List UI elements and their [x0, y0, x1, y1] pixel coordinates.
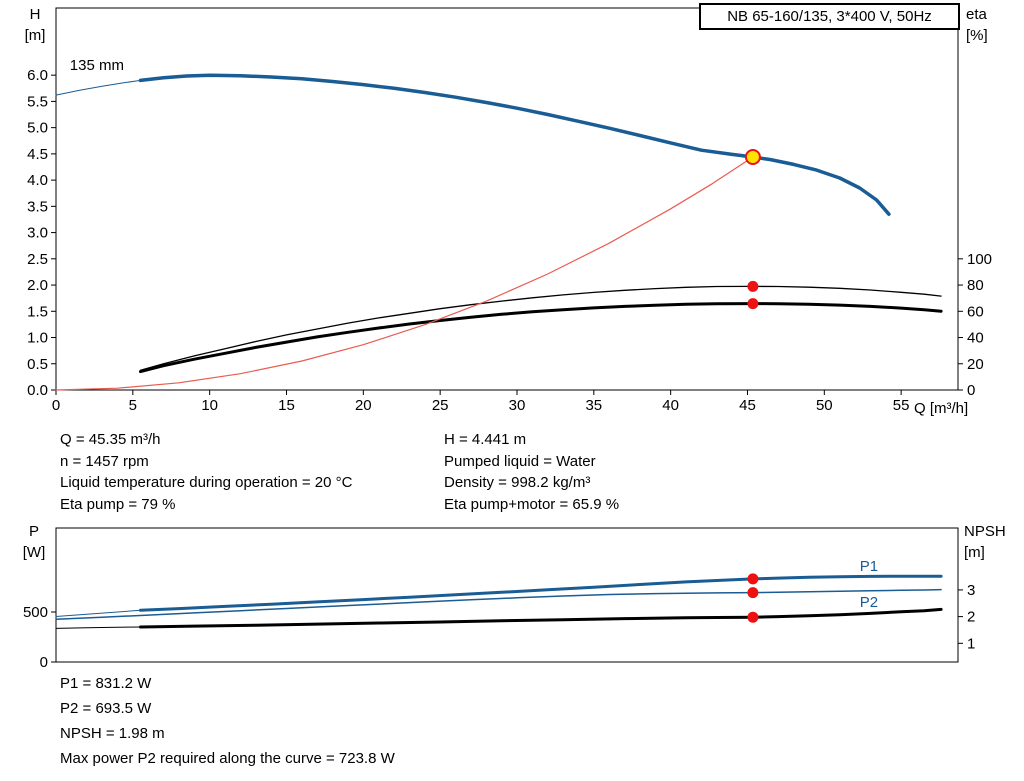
- y-left-tick-label: 0: [40, 654, 48, 671]
- operating-data-right: H = 4.441 m Pumped liquid = Water Densit…: [444, 429, 619, 515]
- info-p2: P2 = 693.5 W: [60, 700, 152, 717]
- info-flow: Q = 45.35 m³/h: [60, 431, 161, 448]
- series-p1-curve: [139, 574, 943, 612]
- series-p1-curve-trim: [55, 609, 141, 617]
- x-tick-label: 40: [662, 397, 679, 414]
- info-eta-total: Eta pump+motor = 65.9 %: [444, 495, 620, 513]
- y-left-tick-label: 3.5: [27, 198, 48, 215]
- y-right-tick-label: 2: [967, 609, 975, 626]
- eta-pump-point: [747, 280, 759, 292]
- plot-border: [55, 527, 959, 663]
- npsh-axis-symbol: NPSH: [964, 523, 1006, 540]
- y-right-tick-label: 100: [967, 251, 992, 268]
- chart-power: 0 500 1 2 3 P1 P2: [23, 527, 975, 671]
- p1-label: P1: [860, 558, 878, 575]
- pump-title-text: NB 65-160/135, 3*400 V, 50Hz: [727, 8, 932, 25]
- x-tick-label: 25: [432, 397, 449, 414]
- y-left-tick-label: 4.0: [27, 172, 48, 189]
- y-right-tick-label: 1: [967, 635, 975, 652]
- series-pump-curve-trim: [55, 79, 141, 96]
- y-left-tick-label: 4.5: [27, 146, 48, 163]
- x-tick-label: 50: [816, 397, 833, 414]
- npsh-axis-title: NPSH [m]: [964, 521, 1006, 563]
- chart-hq: 0 5 10 15 20 25 30 35 40 45 50 55 0.0 0.5 1.0 1.5 2.0 2.5…: [27, 7, 992, 414]
- eta-axis-unit: [%]: [966, 27, 988, 44]
- series-npsh-curve: [139, 607, 943, 629]
- info-liquid: Pumped liquid = Water: [444, 452, 596, 470]
- info-temperature: Liquid temperature during operation = 20…: [60, 474, 353, 491]
- series-pump-curve: [138, 73, 891, 216]
- plot-border: [55, 7, 959, 391]
- q-axis-title: Q [m³/h]: [914, 400, 969, 417]
- h-axis-unit: [m]: [24, 27, 46, 44]
- y-right-tick-label: 60: [967, 303, 984, 320]
- y-right-tick-label: 40: [967, 330, 984, 347]
- series-system-curve: [55, 156, 754, 391]
- p2-point: [747, 587, 759, 599]
- series-eta-pump: [139, 285, 942, 371]
- y-left-tick-label: 6.0: [27, 67, 48, 84]
- eta-axis-title: eta [%]: [966, 4, 988, 46]
- x-tick-label: 20: [355, 397, 372, 414]
- impeller-diameter-label: 135 mm: [70, 57, 124, 74]
- info-npsh: NPSH = 1.98 m: [60, 725, 165, 742]
- y-left-tick-label: 500: [23, 604, 48, 621]
- npsh-axis-unit: [m]: [964, 544, 985, 561]
- y-right-tick-label: 20: [967, 356, 984, 373]
- series-eta-pump-motor: [139, 302, 943, 374]
- y-left-tick-label: 2.0: [27, 277, 48, 294]
- power-data: P1 = 831.2 W P2 = 693.5 W NPSH = 1.98 m …: [60, 671, 395, 771]
- y-right-tick-label: 80: [967, 277, 984, 294]
- info-p2-max: Max power P2 required along the curve = …: [60, 750, 395, 767]
- p-axis-symbol: P: [28, 523, 39, 540]
- p-axis-unit: [W]: [22, 544, 46, 561]
- info-speed: n = 1457 rpm: [60, 452, 149, 470]
- x-tick-label: 10: [201, 397, 218, 414]
- series-npsh-curve-trim: [55, 626, 141, 629]
- h-axis-symbol: H: [29, 6, 41, 23]
- npsh-point: [747, 611, 759, 623]
- y-left-tick-label: 1.5: [27, 303, 48, 320]
- y-left-tick-label: 2.5: [27, 251, 48, 268]
- operating-data-left: Q = 45.35 m³/h n = 1457 rpm Liquid tempe…: [60, 429, 352, 515]
- y-left-tick-label: 5.5: [27, 93, 48, 110]
- y-left-tick-label: 1.0: [27, 330, 48, 347]
- y-right-tick-label: 3: [967, 582, 975, 599]
- x-tick-label: 30: [509, 397, 526, 414]
- eta-axis-symbol: eta: [966, 6, 987, 23]
- pump-title-box: NB 65-160/135, 3*400 V, 50Hz: [699, 3, 960, 30]
- info-eta-pump: Eta pump = 79 %: [60, 495, 176, 513]
- eta-pump-motor-point: [747, 298, 759, 310]
- p2-label: P2: [860, 594, 878, 611]
- x-tick-label: 5: [129, 397, 137, 414]
- p-axis-title: P [W]: [14, 521, 54, 563]
- y-left-tick-label: 0.0: [27, 382, 48, 399]
- y-left-tick-label: 5.0: [27, 120, 48, 137]
- info-density: Density = 998.2 kg/m³: [444, 474, 591, 491]
- info-head: H = 4.441 m: [444, 431, 527, 448]
- y-right-tick-label: 0: [967, 382, 975, 399]
- series-p2-curve: [55, 588, 942, 620]
- y-left-tick-label: 0.5: [27, 356, 48, 373]
- h-axis-title: H [m]: [16, 4, 54, 46]
- x-tick-label: 45: [739, 397, 756, 414]
- x-tick-label: 35: [585, 397, 602, 414]
- duty-point[interactable]: [744, 149, 761, 165]
- x-tick-label: 55: [893, 397, 910, 414]
- x-tick-label: 15: [278, 397, 295, 414]
- p1-point: [747, 573, 759, 585]
- y-left-tick-label: 3.0: [27, 225, 48, 242]
- x-tick-label: 0: [52, 397, 60, 414]
- info-p1: P1 = 831.2 W: [60, 675, 152, 692]
